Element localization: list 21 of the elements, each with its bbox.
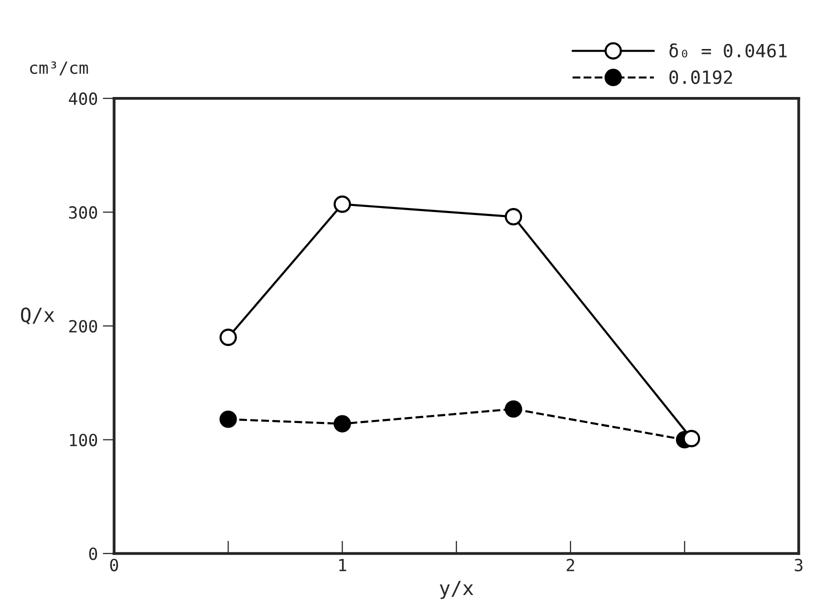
point bbox=[504, 208, 522, 226]
text: cm³/cm bbox=[30, 61, 88, 76]
point bbox=[334, 196, 351, 213]
point bbox=[334, 415, 351, 432]
legend-label: 0.0192 bbox=[669, 70, 732, 84]
y-tick-label: 0 bbox=[89, 548, 98, 560]
x-tick-label: 1 bbox=[339, 558, 346, 572]
y-tick-label: 100 bbox=[70, 434, 98, 446]
x-tick-label: 0 bbox=[110, 558, 118, 572]
y-tick-label: 300 bbox=[69, 206, 98, 219]
x-axis-title: y/x bbox=[440, 580, 474, 600]
y-tick-label: 400 bbox=[68, 92, 98, 106]
y-tick-label: 200 bbox=[69, 320, 98, 333]
point bbox=[220, 410, 237, 428]
y-axis-title: Q/x bbox=[21, 307, 54, 324]
legend-label: δ₀ = 0.0461 bbox=[670, 43, 787, 58]
point bbox=[504, 400, 522, 418]
point bbox=[682, 430, 700, 448]
point bbox=[220, 328, 237, 346]
x-tick-label: 3 bbox=[794, 558, 802, 572]
x-tick-label: 2 bbox=[566, 558, 574, 572]
